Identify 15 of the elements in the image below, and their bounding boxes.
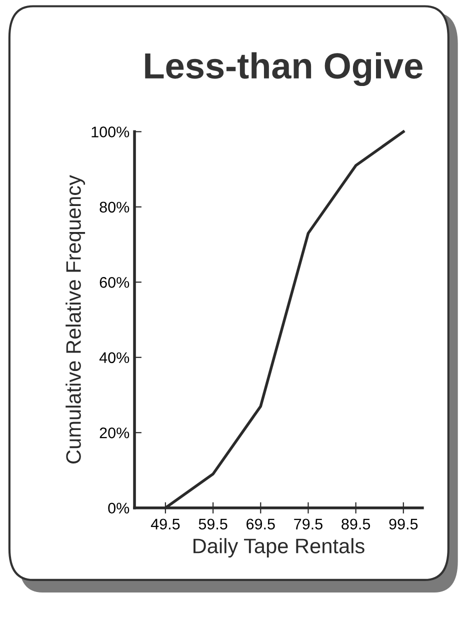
x-tick-label: 69.5 xyxy=(246,518,275,530)
y-tick-label: 100% xyxy=(92,126,130,138)
y-tick-label: 80% xyxy=(100,202,130,213)
x-axis-title: Daily Tape Rentals xyxy=(194,538,364,558)
chart-title: Less-than Ogive xyxy=(145,52,422,86)
y-tick-label: 0% xyxy=(108,502,130,514)
x-tick-label: 79.5 xyxy=(294,518,322,530)
x-tick-label: 49.5 xyxy=(150,518,180,530)
y-tick-label: 20% xyxy=(100,428,130,438)
x-tick-label: 99.5 xyxy=(389,518,418,530)
x-tick-label: 59.5 xyxy=(198,518,228,530)
y-axis-title: Cumulative Relative Frequency xyxy=(66,175,86,464)
y-tick-label: 60% xyxy=(100,277,130,288)
x-tick-label: 89.5 xyxy=(342,518,370,530)
y-tick-label: 40% xyxy=(99,352,130,364)
